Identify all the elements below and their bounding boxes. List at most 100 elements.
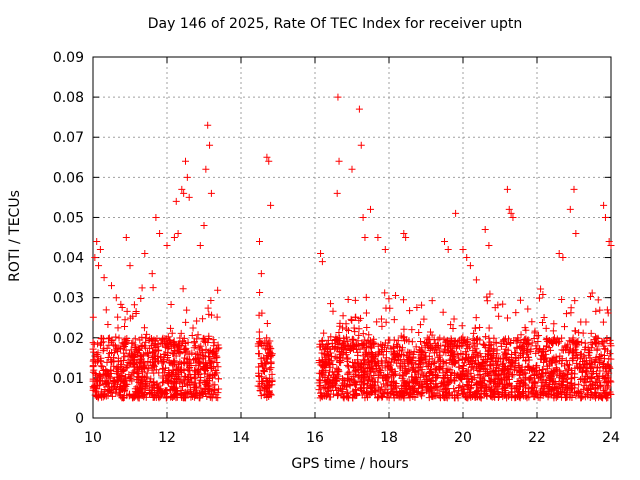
data-point (152, 213, 160, 221)
data-point (486, 338, 494, 346)
data-point (263, 394, 271, 402)
data-point (335, 329, 343, 337)
data-point (137, 384, 145, 392)
data-point (170, 392, 178, 400)
data-point (417, 351, 425, 359)
data-point (562, 367, 570, 375)
data-point (174, 373, 182, 381)
data-point (474, 367, 482, 375)
data-point (427, 368, 435, 376)
data-point (455, 363, 463, 371)
data-point (137, 356, 145, 364)
data-point (164, 372, 172, 380)
data-point (369, 388, 377, 396)
data-point (122, 382, 130, 390)
data-point (390, 316, 398, 324)
data-point (207, 365, 215, 373)
data-point (469, 347, 477, 355)
data-point (365, 375, 373, 383)
data-point (116, 372, 124, 380)
data-point (161, 387, 169, 395)
x-tick-label: 10 (84, 430, 102, 446)
data-point (445, 390, 453, 398)
data-point (347, 344, 355, 352)
data-point (144, 358, 152, 365)
data-point (205, 375, 213, 383)
data-point (98, 334, 106, 342)
data-point (342, 320, 350, 328)
data-point (409, 393, 417, 401)
data-points (89, 93, 615, 402)
data-point (437, 363, 445, 371)
data-point (505, 335, 513, 343)
data-point (373, 362, 381, 370)
data-point (185, 193, 193, 201)
data-point (436, 347, 444, 355)
data-point (527, 390, 535, 398)
data-point (201, 336, 209, 344)
data-point (149, 284, 157, 292)
data-point (349, 391, 357, 399)
data-point (516, 349, 524, 357)
data-point (334, 392, 342, 400)
data-point (135, 394, 143, 402)
y-tick-label: 0.08 (53, 90, 84, 106)
data-point (104, 386, 112, 394)
data-point (450, 315, 458, 323)
data-point (542, 350, 550, 358)
data-point (556, 337, 564, 345)
data-point (200, 352, 208, 360)
data-point (386, 336, 394, 344)
data-point (364, 359, 372, 367)
data-point (424, 360, 432, 368)
data-point (418, 366, 426, 374)
data-point (327, 393, 335, 401)
data-point (318, 336, 326, 344)
data-point (448, 348, 456, 356)
data-point (187, 390, 195, 398)
data-point (524, 305, 532, 313)
data-point (130, 357, 138, 365)
data-point (158, 379, 166, 387)
data-point (214, 341, 222, 349)
data-point (398, 388, 406, 396)
data-point (537, 389, 545, 397)
data-point (497, 371, 505, 379)
data-point (210, 354, 218, 362)
data-point (606, 350, 614, 358)
data-point (262, 364, 270, 372)
data-point (571, 327, 579, 335)
data-point (257, 392, 265, 400)
data-point (148, 363, 156, 371)
data-point (450, 360, 458, 368)
data-point (492, 364, 500, 372)
data-point (173, 346, 181, 354)
y-tick-label: 0.06 (53, 170, 84, 186)
data-point (352, 367, 360, 375)
data-point (427, 361, 435, 369)
data-point (494, 393, 502, 401)
y-tick-label: 0.09 (53, 50, 84, 66)
data-point (496, 379, 504, 387)
data-point (355, 325, 363, 333)
data-point (263, 153, 271, 161)
data-point (469, 339, 477, 347)
data-point (599, 318, 607, 326)
data-point (505, 356, 513, 364)
data-point (572, 229, 580, 237)
data-point (595, 392, 603, 400)
data-point (558, 346, 566, 354)
data-point (522, 339, 530, 347)
data-point (376, 387, 384, 395)
data-point (104, 387, 112, 395)
data-point (374, 357, 382, 365)
data-point (401, 369, 409, 377)
data-point (565, 337, 573, 345)
data-point (198, 388, 206, 396)
data-point (162, 394, 170, 402)
data-point (155, 386, 163, 394)
data-point (439, 308, 447, 316)
data-point (350, 324, 358, 332)
data-point (481, 365, 489, 373)
data-point (357, 384, 365, 392)
